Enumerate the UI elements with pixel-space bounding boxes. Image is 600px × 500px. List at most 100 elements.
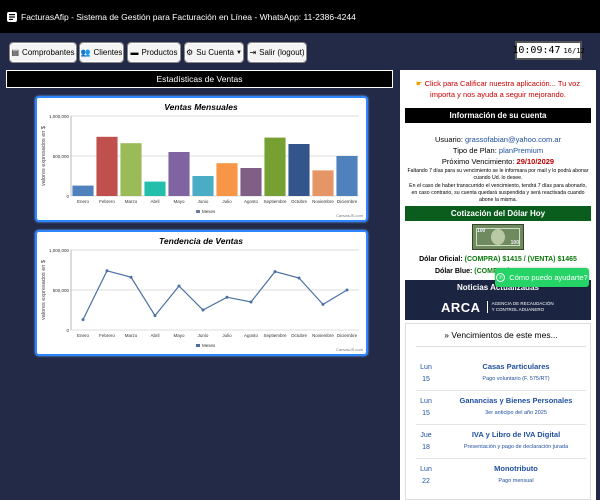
rate-app-text: Click para Calificar nuestra aplicación.… [424,79,581,99]
chart-title: Ventas Mensuales [164,102,238,112]
account-info-header: Información de su cuenta [405,108,591,123]
venc-day: 15 [422,410,430,417]
venc-divider [416,424,586,425]
data-point [225,295,229,299]
venc-title: Ganancias y Bienes Personales [459,396,573,405]
due-notice-2: En el caso de haber transcurrido el venc… [409,183,587,203]
arca-subtitle-line-1: AGENCIA DE RECAUDACIÓN [491,301,554,306]
venc-title: Monotributo [494,464,538,473]
user-email: grassofabian@yahoo.com.ar [465,135,562,144]
whatsapp-help-button[interactable]: ✆ Cómo puedo ayudarte? [495,268,589,287]
venc-day: 22 [422,478,430,485]
arca-subtitle-line-2: Y CONTROL ADUANERO [491,307,545,312]
data-point [81,318,85,322]
x-tick-label: Septiembre [263,199,287,204]
chart-credit: CanvasJS.com [336,347,364,352]
plan-line: Tipo de Plan: planPremium [400,146,596,155]
x-tick-label: Julio [222,333,232,338]
x-tick-label: Noviembre [312,199,334,204]
arca-banner[interactable]: ARCA AGENCIA DE RECAUDACIÓN Y CONTROL AD… [405,294,591,320]
comprobantes-label: Comprobantes [22,48,75,57]
dolar-header: Cotización del Dólar Hoy [405,206,591,221]
clientes-label: Clientes [93,48,123,57]
data-point [297,276,301,280]
venc-divider [416,390,586,391]
clock-date: 16/12 [563,46,585,55]
plan-value: planPremium [498,146,544,155]
x-tick-label: Septiembre [263,333,287,338]
y-axis-label: valores expresados en $ [41,260,47,320]
y-tick-label: 500,000 [53,288,70,293]
caret-down-icon: ▼ [236,49,242,56]
rate-app-link[interactable]: ☛ Click para Calificar nuestra aplicación… [400,78,596,100]
line-chart-panel: Tendencia de Ventas valores expresados en… [35,230,368,356]
su-cuenta-button[interactable]: ⚙ Su Cuenta ▼ [184,42,244,63]
productos-button[interactable]: ▬ Productos [127,42,181,63]
chart-title: Tendencia de Ventas [159,236,243,246]
due-line: Próximo Vencimiento: 29/10/2029 [400,157,596,166]
app-title: FacturasAfip - Sistema de Gestión para F… [21,11,356,22]
x-tick-label: Abril [150,333,159,338]
venc-item[interactable]: Jue 18 IVA y Libro de IVA Digital Present… [406,428,590,458]
x-tick-label: Octubre [291,333,308,338]
bar-chart-panel: Ventas Mensuales valores expresados en $ 0… [35,96,368,222]
bar [264,137,286,196]
data-point [153,314,157,318]
bar [288,144,310,196]
dolar-title: Cotización del Dólar Hoy [450,209,546,218]
account-info-title: Información de su cuenta [449,111,547,120]
bar-chart: Ventas Mensuales valores expresados en $ 0… [41,102,364,218]
document-icon: ▤ [11,48,20,57]
vencimientos-panel: » Vencimientos de este mes... Lun 15 Casa… [405,323,591,500]
y-tick-label: 0 [66,194,69,199]
users-icon: 👥 [80,48,91,57]
data-point [129,275,133,279]
x-tick-label: Junio [198,333,209,338]
x-tick-label: Noviembre [312,333,334,338]
venc-item[interactable]: Lun 22 Monotributo Pago mensual [406,462,590,492]
user-label: Usuario: [434,135,463,144]
dolar-oficial-line: Dólar Oficial: (COMPRA) $1415 / (VENTA) … [400,256,596,263]
due-label: Próximo Vencimiento: [441,157,515,166]
venc-dow: Lun [420,364,432,371]
x-tick-label: Marzo [125,199,138,204]
arca-subtitle: AGENCIA DE RECAUDACIÓN Y CONTROL ADUANER… [486,301,554,313]
data-point [177,284,181,288]
bar [72,185,94,196]
venc-desc: Pago voluntario (F. 575/RT) [482,376,550,382]
vencimientos-title: » Vencimientos de este mes... [416,330,586,347]
venc-day: 15 [422,376,430,383]
logout-button[interactable]: ⇥ Salir (logout) [247,42,307,63]
y-tick-label: 0 [66,328,69,333]
venc-dow: Jue [420,432,432,439]
data-point [345,288,349,292]
x-tick-label: Enero [77,199,90,204]
gear-icon: ⚙ [186,48,194,57]
x-tick-label: Mayo [173,199,185,204]
whatsapp-label: Cómo puedo ayudarte? [509,273,588,282]
venc-desc: 3er anticipo del año 2025 [485,410,547,416]
su-cuenta-label: Su Cuenta [196,48,235,57]
venc-day: 18 [422,444,430,451]
venc-item[interactable]: Lun 15 Ganancias y Bienes Personales 3er … [406,394,590,424]
top-bar: FacturasAfip - Sistema de Gestión para F… [0,0,600,33]
box-icon: ▬ [130,48,139,57]
venc-dow: Lun [420,466,432,473]
comprobantes-button[interactable]: ▤ Comprobantes [9,42,77,63]
venc-dow: Lun [420,398,432,405]
logout-label: Salir (logout) [259,48,305,57]
venc-item[interactable]: Lun 15 Casas Particulares Pago voluntario… [406,360,590,390]
dolar-blue-label: Dólar Blue: [435,268,473,275]
productos-label: Productos [141,48,178,57]
bar [144,181,166,196]
x-tick-label: Diciembre [337,333,358,338]
bar [216,163,238,196]
line-chart: Tendencia de Ventas valores expresados en… [41,236,364,352]
legend-label: Meses [202,209,216,214]
clientes-button[interactable]: 👥 Clientes [79,42,124,63]
x-tick-label: Mayo [173,333,185,338]
y-axis-label: valores expresados en $ [41,126,47,186]
chart-credit: CanvasJS.com [336,213,364,218]
x-tick-label: Octubre [291,199,308,204]
bar [336,156,358,196]
